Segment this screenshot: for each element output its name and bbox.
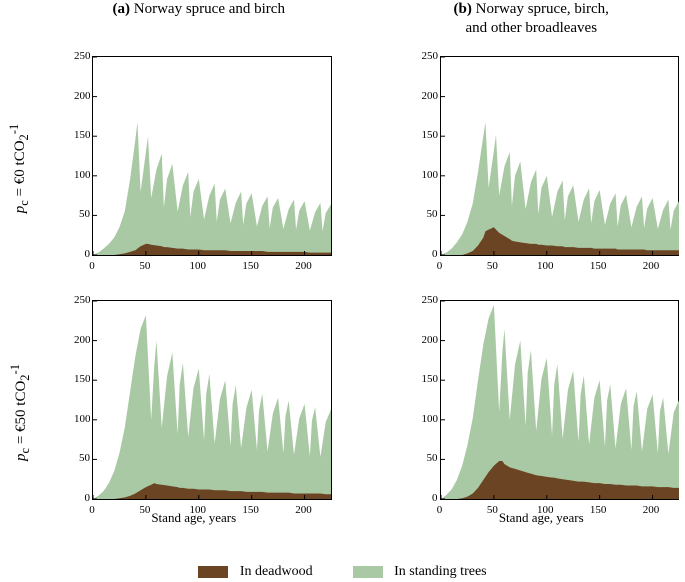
panel-b0: Total CO₂ storage, tCO₂ ha⁻¹ 05010015020… [398, 50, 685, 286]
legend-item-deadwood: In deadwood [198, 564, 312, 580]
plot-area [440, 300, 680, 500]
swatch-standing [353, 566, 383, 578]
legend-label: In standing trees [394, 564, 487, 579]
panel-b1: Total CO₂ storage, tCO₂ ha⁻¹ Stand age, … [398, 294, 685, 530]
col-title-b: (b) Norway spruce, birch, and other broa… [388, 0, 676, 38]
row-label-1: pc = €50 tCO2-1 [0, 294, 40, 530]
panel-grid: pc = €0 tCO2-1 Total CO₂ storage, tCO₂ h… [0, 50, 685, 530]
panel-a1: Total CO₂ storage, tCO₂ ha⁻¹ Stand age, … [50, 294, 338, 530]
col-title-a: (a) Norway spruce and birch [55, 0, 343, 38]
plot-area [92, 56, 332, 256]
legend-label: In deadwood [240, 564, 313, 579]
column-titles: (a) Norway spruce and birch (b) Norway s… [0, 0, 685, 38]
plot-area [92, 300, 332, 500]
plot-area [440, 56, 680, 256]
legend-item-standing: In standing trees [353, 564, 487, 580]
legend: In deadwood In standing trees [0, 564, 685, 580]
panel-a0: Total CO₂ storage, tCO₂ ha⁻¹ 05010015020… [50, 50, 338, 286]
row-label-0: pc = €0 tCO2-1 [0, 50, 40, 286]
swatch-deadwood [198, 566, 228, 578]
figure: (a) Norway spruce and birch (b) Norway s… [0, 0, 685, 582]
